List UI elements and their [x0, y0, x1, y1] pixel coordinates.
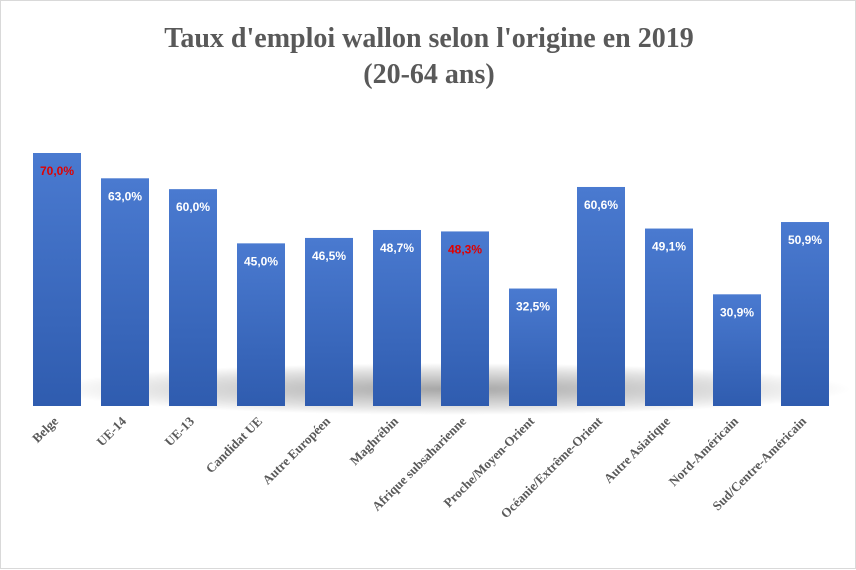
- bar-3: [237, 243, 285, 406]
- category-label-4: Autre Européen: [259, 413, 333, 487]
- bar-9: [645, 228, 693, 406]
- category-label-0: Belge: [29, 413, 61, 445]
- category-label-5: Maghrébin: [347, 413, 402, 468]
- data-label-8: 60,6%: [584, 198, 618, 212]
- category-label-9: Autre Asiatique: [601, 413, 674, 486]
- data-label-1: 63,0%: [108, 189, 142, 203]
- bar-7: [509, 288, 557, 406]
- data-label-5: 48,7%: [380, 241, 414, 255]
- data-label-0: 70,0%: [40, 164, 74, 178]
- data-label-11: 50,9%: [788, 233, 822, 247]
- chart-title-line-1: Taux d'emploi wallon selon l'origine en …: [164, 23, 693, 54]
- data-label-9: 49,1%: [652, 240, 686, 254]
- bar-8: [577, 186, 625, 406]
- data-label-3: 45,0%: [244, 254, 278, 268]
- category-label-3: Candidat UE: [203, 414, 265, 476]
- bar-10: [713, 294, 761, 406]
- data-label-4: 46,5%: [312, 249, 346, 263]
- data-label-10: 30,9%: [720, 305, 754, 319]
- bar-6: [441, 231, 489, 406]
- data-label-6: 48,3%: [448, 242, 482, 256]
- bars-group: [33, 153, 829, 406]
- bar-5: [373, 229, 421, 406]
- bar-2: [169, 189, 217, 406]
- data-label-2: 60,0%: [176, 200, 210, 214]
- category-label-1: UE-14: [93, 413, 129, 449]
- bar-0: [33, 153, 81, 406]
- category-label-10: Nord-Américain: [666, 413, 742, 489]
- category-label-2: UE-13: [161, 413, 197, 449]
- bar-1: [101, 178, 149, 406]
- bar-11: [781, 222, 829, 406]
- chart-title-line-2: (20-64 ans): [363, 59, 494, 90]
- data-labels-group: 70,0% 63,0% 60,0% 45,0% 46,5% 48,7% 48,3% 32,5%…: [40, 164, 822, 319]
- data-label-7: 32,5%: [516, 300, 550, 314]
- bar-4: [305, 237, 353, 406]
